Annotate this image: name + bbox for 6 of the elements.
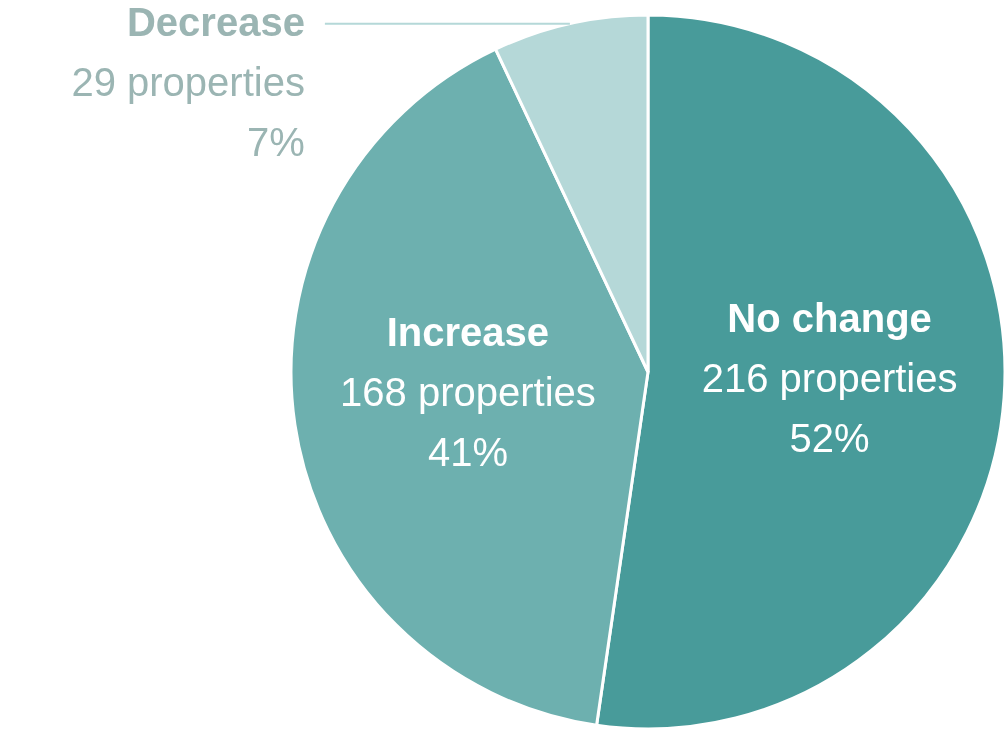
data-label: 168 properties 41% (340, 369, 596, 474)
slice-label: Increase (386, 309, 550, 354)
data-label: 29 properties 7% (71, 59, 305, 164)
slice-label: No change (727, 296, 932, 341)
data-label: 216 properties 52% (701, 356, 958, 461)
slice-label: Decrease (126, 0, 305, 44)
